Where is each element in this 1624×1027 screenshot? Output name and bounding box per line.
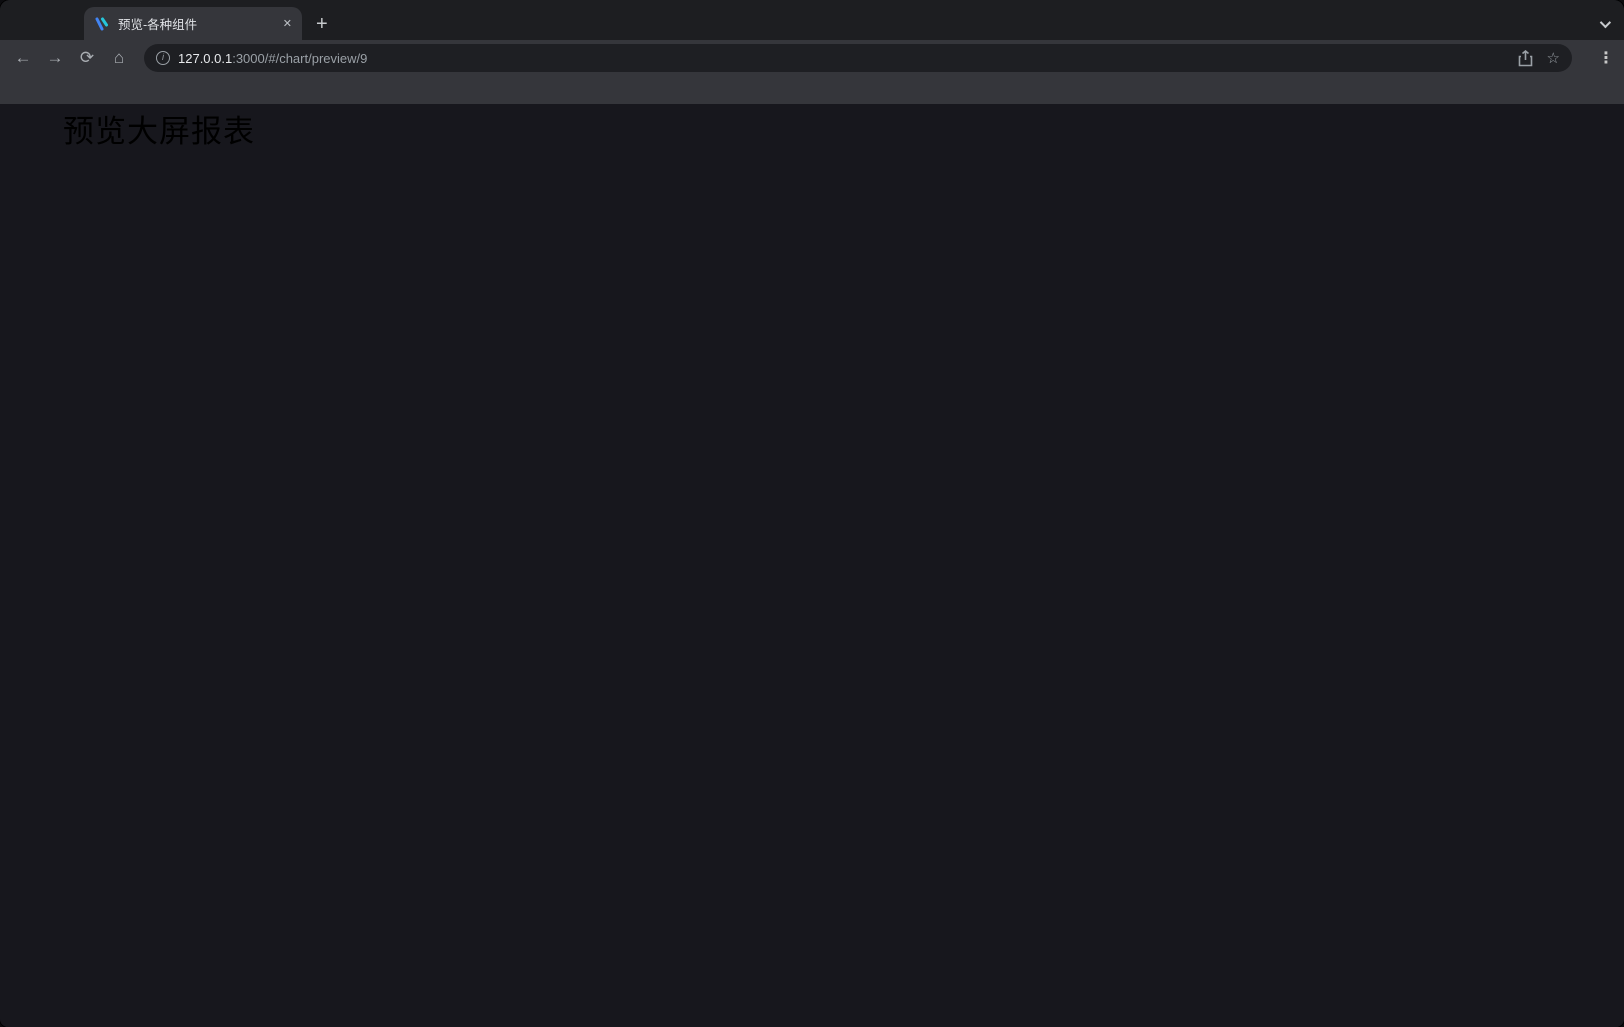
tab-search-chevron-icon[interactable] <box>1599 16 1612 29</box>
chart-line-two-series[interactable] <box>45 424 420 657</box>
new-tab-button[interactable]: + <box>316 13 328 35</box>
browser-tab[interactable]: 预览-各种组件 ✕ <box>84 7 302 40</box>
tab-close-icon[interactable]: ✕ <box>282 18 292 30</box>
tab-title: 预览-各种组件 <box>118 18 198 32</box>
tab-strip: 预览-各种组件 ✕ + <box>0 0 1624 40</box>
site-info-icon[interactable]: i <box>156 51 170 65</box>
page-content: 预览大屏报表 <box>0 104 1624 1027</box>
tab-favicon-icon <box>95 17 108 30</box>
chart-rose-donut[interactable] <box>548 636 933 881</box>
chart-area-two-series[interactable] <box>102 676 477 894</box>
zoom-window-button[interactable] <box>64 14 77 27</box>
page-title: 预览大屏报表 <box>63 114 255 149</box>
address-bar[interactable]: i 127.0.0.1:3000/#/chart/preview/9 ☆ <box>144 44 1572 72</box>
traffic-lights <box>18 14 77 27</box>
chart-progress-ring[interactable] <box>1038 642 1278 857</box>
url-path: :3000/#/chart/preview/9 <box>232 50 368 66</box>
minimize-window-button[interactable] <box>41 14 54 27</box>
close-window-button[interactable] <box>18 14 31 27</box>
reload-button[interactable]: ⟳ <box>79 48 95 67</box>
chart-line-gradient[interactable] <box>512 399 877 623</box>
home-button[interactable]: ⌂ <box>113 48 125 67</box>
browser-menu-icon[interactable]: ⋮ <box>1598 50 1614 67</box>
back-button[interactable]: ← <box>14 48 32 67</box>
chart-horizontal-bar[interactable] <box>500 152 895 382</box>
url-host: 127.0.0.1 <box>178 50 233 66</box>
browser-toolbar: ← → ⟳ ⌂ i 127.0.0.1:3000/#/chart/preview… <box>0 40 1624 76</box>
bookmarks-bar <box>0 76 1624 104</box>
chart-area-blue[interactable] <box>980 388 1345 611</box>
share-icon[interactable] <box>1518 49 1533 67</box>
bookmark-star-icon[interactable]: ☆ <box>1546 50 1560 67</box>
url-text[interactable]: 127.0.0.1:3000/#/chart/preview/9 <box>178 51 1510 66</box>
chart-grouped-bar[interactable] <box>40 148 460 392</box>
chart-capsule-progress[interactable] <box>995 160 1435 400</box>
forward-button[interactable]: → <box>46 48 64 67</box>
